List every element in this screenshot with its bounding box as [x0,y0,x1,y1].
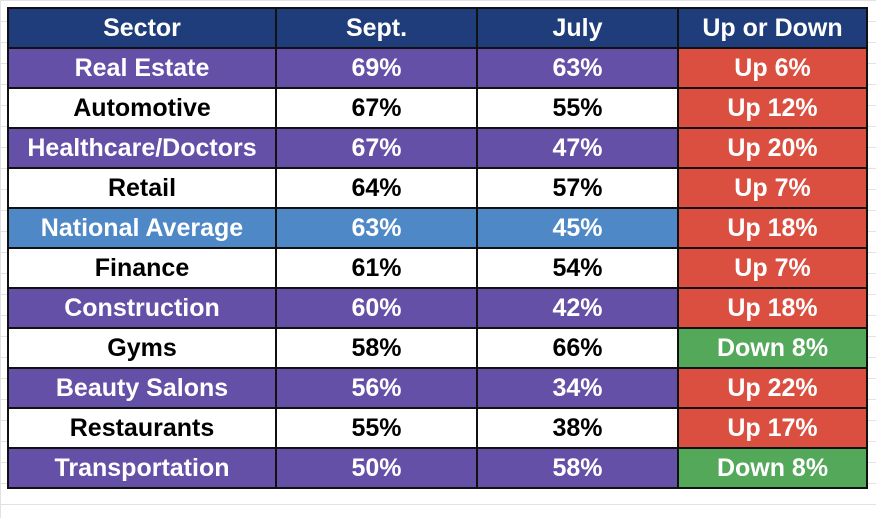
table-row: Construction 60% 42% Up 18% [7,287,868,329]
sept-value-cell[interactable]: 67% [275,87,478,129]
change-cell[interactable]: Down 8% [677,327,868,369]
change-cell[interactable]: Up 7% [677,247,868,289]
change-cell[interactable]: Up 18% [677,207,868,249]
sept-value-cell[interactable]: 69% [275,47,478,89]
july-value-cell[interactable]: 58% [476,447,679,489]
header-cell-sector[interactable]: Sector [7,7,277,49]
table-row: Gyms 58% 66% Down 8% [7,327,868,369]
sept-value-cell[interactable]: 60% [275,287,478,329]
july-value-cell[interactable]: 54% [476,247,679,289]
change-cell[interactable]: Down 8% [677,447,868,489]
change-cell[interactable]: Up 12% [677,87,868,129]
sept-value-cell[interactable]: 55% [275,407,478,449]
sector-cell[interactable]: Retail [7,167,277,209]
change-cell[interactable]: Up 7% [677,167,868,209]
sept-value-cell[interactable]: 67% [275,127,478,169]
table-row: Automotive 67% 55% Up 12% [7,87,868,129]
header-cell-july[interactable]: July [476,7,679,49]
table-row: Beauty Salons 56% 34% Up 22% [7,367,868,409]
change-cell[interactable]: Up 22% [677,367,868,409]
sector-cell[interactable]: Beauty Salons [7,367,277,409]
table-row: Healthcare/Doctors 67% 47% Up 20% [7,127,868,169]
change-cell[interactable]: Up 18% [677,287,868,329]
table-row: National Average 63% 45% Up 18% [7,207,868,249]
july-value-cell[interactable]: 57% [476,167,679,209]
sector-comparison-table: Sector Sept. July Up or Down Real Estate… [7,7,868,489]
sector-cell[interactable]: Gyms [7,327,277,369]
sept-value-cell[interactable]: 63% [275,207,478,249]
july-value-cell[interactable]: 66% [476,327,679,369]
sept-value-cell[interactable]: 61% [275,247,478,289]
sept-value-cell[interactable]: 58% [275,327,478,369]
sector-cell[interactable]: Automotive [7,87,277,129]
table-row: Retail 64% 57% Up 7% [7,167,868,209]
sept-value-cell[interactable]: 56% [275,367,478,409]
july-value-cell[interactable]: 45% [476,207,679,249]
july-value-cell[interactable]: 34% [476,367,679,409]
july-value-cell[interactable]: 38% [476,407,679,449]
table-row: Transportation 50% 58% Down 8% [7,447,868,489]
july-value-cell[interactable]: 47% [476,127,679,169]
header-cell-up-or-down[interactable]: Up or Down [677,7,868,49]
sector-cell[interactable]: Real Estate [7,47,277,89]
july-value-cell[interactable]: 55% [476,87,679,129]
header-cell-sept[interactable]: Sept. [275,7,478,49]
change-cell[interactable]: Up 20% [677,127,868,169]
change-cell[interactable]: Up 6% [677,47,868,89]
sept-value-cell[interactable]: 64% [275,167,478,209]
july-value-cell[interactable]: 42% [476,287,679,329]
sector-cell[interactable]: Restaurants [7,407,277,449]
sector-cell[interactable]: Finance [7,247,277,289]
sector-cell[interactable]: Transportation [7,447,277,489]
sector-cell[interactable]: National Average [7,207,277,249]
change-cell[interactable]: Up 17% [677,407,868,449]
sector-cell[interactable]: Healthcare/Doctors [7,127,277,169]
table-row: Real Estate 69% 63% Up 6% [7,47,868,89]
table-row: Restaurants 55% 38% Up 17% [7,407,868,449]
sector-cell[interactable]: Construction [7,287,277,329]
header-row: Sector Sept. July Up or Down [7,7,868,49]
sept-value-cell[interactable]: 50% [275,447,478,489]
table-row: Finance 61% 54% Up 7% [7,247,868,289]
july-value-cell[interactable]: 63% [476,47,679,89]
table-body: Real Estate 69% 63% Up 6% Automotive 67% 55% Up… [7,47,868,489]
